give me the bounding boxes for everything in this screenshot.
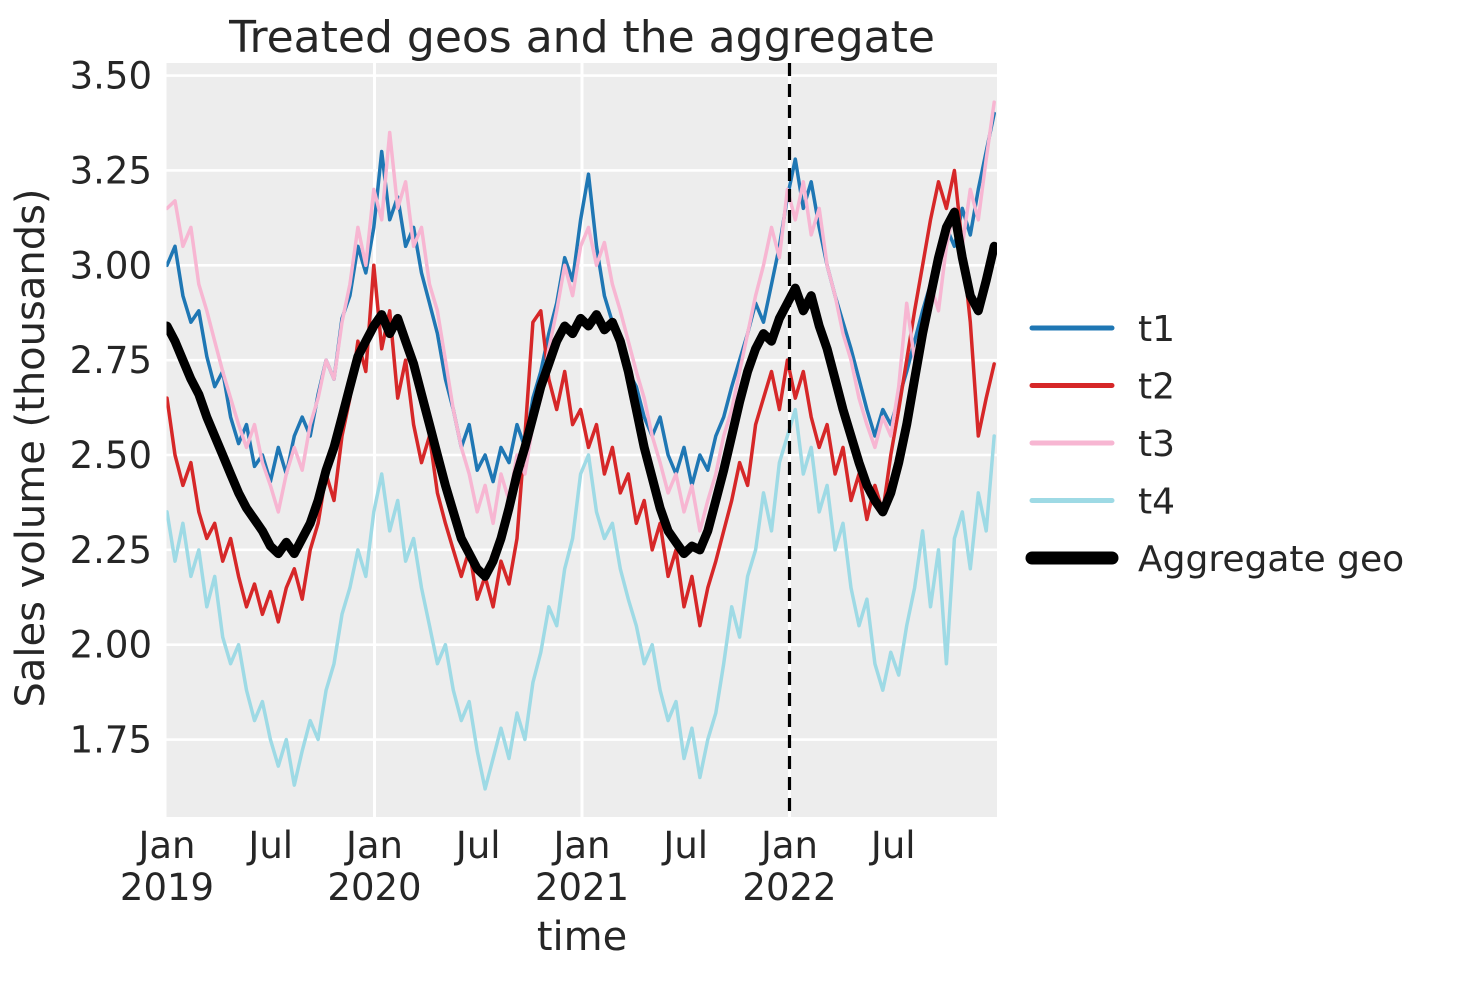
y-tick-label: 2.50: [70, 434, 152, 477]
x-tick-label: Jan: [759, 824, 818, 867]
legend-label-t3: t3: [1138, 424, 1175, 465]
y-tick-label: 1.75: [70, 719, 152, 762]
legend-label-t4: t4: [1138, 482, 1175, 523]
y-axis-label: Sales volume (thousands): [8, 188, 54, 707]
x-tick-year-label: 2021: [535, 866, 629, 909]
x-tick-label: Jan: [136, 824, 195, 867]
legend-label-t1: t1: [1138, 309, 1175, 350]
x-tick-label: Jan: [344, 824, 403, 867]
series-line-t1: [166, 111, 996, 488]
y-tick-label: 3.25: [70, 149, 152, 192]
x-tick-label: Jan: [551, 824, 610, 867]
axis-ticks: 3.503.253.002.752.502.252.001.75Jan2019J…: [70, 55, 916, 909]
y-tick-label: 3.50: [70, 55, 152, 98]
series-line-t4: [166, 407, 996, 791]
x-tick-year-label: 2022: [742, 866, 836, 909]
x-tick-year-label: 2020: [327, 866, 421, 909]
x-axis-label: time: [537, 914, 627, 960]
chart-title: Treated geos and the aggregate: [228, 12, 935, 63]
legend-label-aggregate-geo: Aggregate geo: [1138, 539, 1404, 580]
y-tick-label: 2.75: [70, 339, 152, 382]
x-tick-label: Jul: [454, 824, 501, 867]
legend: t1 t2 t3 t4 Aggregate geo: [1025, 309, 1404, 580]
x-tick-label: Jul: [869, 824, 916, 867]
plot-area: [166, 63, 997, 817]
x-tick-year-label: 2019: [120, 866, 214, 909]
y-tick-label: 3.00: [70, 244, 152, 287]
series-line-aggregate-geo: [166, 207, 997, 581]
legend-label-t2: t2: [1138, 367, 1175, 408]
series-line-t3: [166, 100, 996, 533]
y-tick-label: 2.25: [70, 529, 152, 572]
x-tick-label: Jul: [246, 824, 293, 867]
series-line-t2: [166, 168, 996, 628]
x-tick-label: Jul: [661, 824, 708, 867]
y-tick-label: 2.00: [70, 624, 152, 667]
